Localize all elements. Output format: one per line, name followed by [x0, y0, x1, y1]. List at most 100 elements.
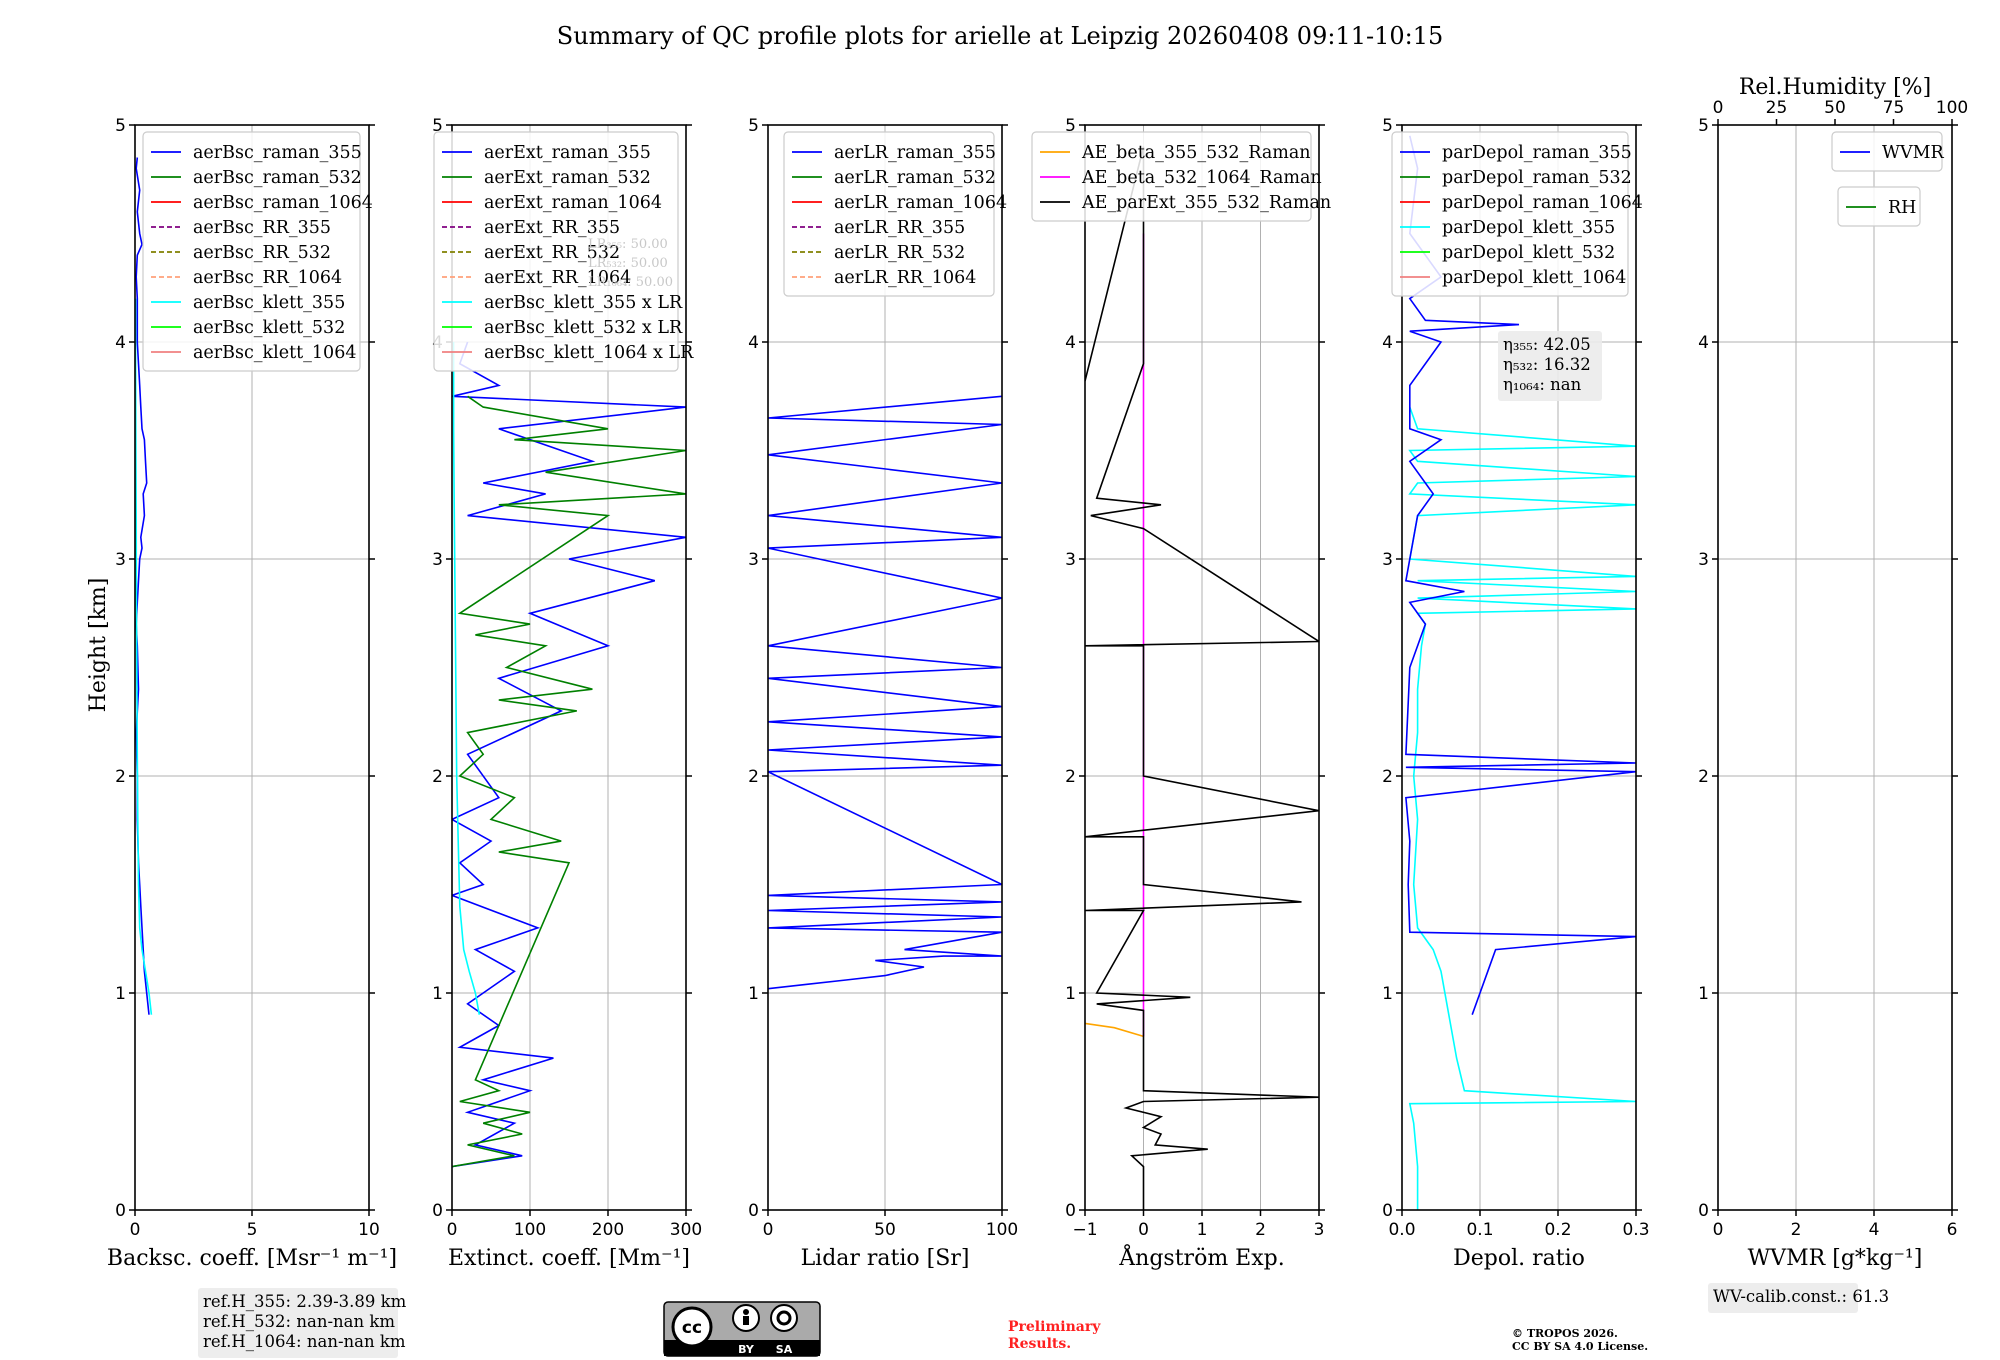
series-group [1404, 135, 1636, 1210]
legend-frame [1831, 131, 1943, 172]
legend-frame [1391, 131, 1629, 297]
legend-entry-aerBsc_RR_1064: aerBsc_RR_1064 [193, 268, 342, 288]
x-tick-label: 3 [1314, 1220, 1325, 1240]
grid-lines [1717, 124, 1953, 1211]
legend-frame [1031, 131, 1312, 222]
legend-entry-AE_beta_355_532_Raman: AE_beta_355_532_Raman [1081, 143, 1311, 163]
y-tick-label: 5 [748, 116, 759, 136]
x-tick-label: 2 [1791, 1220, 1802, 1240]
y-tick-label: 4 [1065, 333, 1076, 353]
legend-entry-aerBsc_raman_1064: aerBsc_raman_1064 [193, 193, 373, 213]
legend-entry-AE_parExt_355_532_Raman: AE_parExt_355_532_Raman [1081, 193, 1331, 213]
grid-lines [1084, 124, 1320, 1211]
x-tick-label: 0 [1138, 1220, 1149, 1240]
faint-lr-label: LR₃₅₅: 50.00 [588, 237, 668, 252]
legend-entry-parDepol_raman_1064: parDepol_raman_1064 [1442, 193, 1643, 213]
faint-lr-label: LR₅₃₂: 50.00 [588, 256, 668, 271]
x-tick-label: 0 [1713, 1220, 1724, 1240]
x-axis-label: Extinct. coeff. [Mm⁻¹] [448, 1246, 690, 1271]
series-group [768, 395, 1002, 990]
x-tick-label: 1 [1197, 1220, 1208, 1240]
legend: WVMR [1831, 131, 1945, 172]
person-icon-head [743, 1309, 749, 1315]
info-line: ref.H_355: 2.39-3.89 km [203, 1292, 407, 1311]
series-line-parDepol_klett_355 [1408, 406, 1636, 1210]
legend-entry-parDepol_raman_355: parDepol_raman_355 [1442, 143, 1632, 163]
shared-y-axis-label: Height [km] [86, 578, 111, 713]
legend: RH [1837, 186, 1921, 227]
x-tick-label: 4 [1869, 1220, 1880, 1240]
y-tick-label: 1 [748, 984, 759, 1004]
info-box-background [198, 1288, 398, 1358]
legend-frame [1837, 186, 1921, 227]
x-axis-label: Ångström Exp. [1118, 1243, 1284, 1271]
y-tick-label: 2 [1698, 767, 1709, 787]
series-line-aerLR_raman_355 [768, 395, 1002, 990]
y-tick-label: 5 [1698, 116, 1709, 136]
preliminary-note-line1: Preliminary [1008, 1319, 1101, 1335]
info-line: η₁₀₆₄: nan [1503, 375, 1582, 394]
legend-entry-parDepol_raman_532: parDepol_raman_532 [1442, 168, 1632, 188]
x-tick-label: 0 [763, 1220, 774, 1240]
info-line: η₃₅₅: 42.05 [1503, 335, 1591, 354]
x-tick-label: 100 [986, 1220, 1018, 1240]
legend-entry-aerExt_raman_1064: aerExt_raman_1064 [484, 193, 662, 213]
y-tick-label: 1 [1382, 984, 1393, 1004]
legend-entry-aerLR_raman_1064: aerLR_raman_1064 [834, 193, 1007, 213]
legend-entry-aerExt_raman_355: aerExt_raman_355 [484, 143, 651, 163]
legend-entry-WVMR: WVMR [1882, 143, 1945, 163]
y-tick-label: 3 [1382, 550, 1393, 570]
cc-license-badge[interactable]: cc BY SA [663, 1301, 821, 1357]
info-line: WV-calib.const.: 61.3 [1713, 1287, 1889, 1306]
series-group [1085, 146, 1319, 1210]
top-x-tick-label: 0 [1713, 98, 1724, 118]
figure-title: Summary of QC profile plots for arielle … [557, 22, 1443, 50]
y-tick-label: 0 [1698, 1201, 1709, 1221]
x-tick-label: −1 [1072, 1220, 1097, 1240]
legend-entry-aerExt_RR_532: aerExt_RR_532 [484, 243, 620, 263]
series-group [452, 341, 686, 1168]
legend: AE_beta_355_532_Raman AE_beta_532_1064_Ra… [1031, 131, 1331, 222]
legend-entry-aerExt_raman_532: aerExt_raman_532 [484, 168, 651, 188]
legend-frame [783, 131, 995, 297]
legend: aerLR_raman_355 aerLR_raman_532 aerLR_rama… [783, 131, 1007, 297]
x-tick-label: 0.2 [1544, 1220, 1571, 1240]
legend: aerExt_raman_355 aerExt_raman_532 aerExt_r… [433, 131, 694, 372]
legend-entry-parDepol_klett_355: parDepol_klett_355 [1442, 218, 1615, 238]
top-x-tick-label: 100 [1936, 98, 1968, 118]
legend-entry-aerLR_RR_1064: aerLR_RR_1064 [834, 268, 976, 288]
x-tick-label: 5 [247, 1220, 258, 1240]
panel-depol: 0 1 2 3 4 5 0.0 0.1 0.2 0.3 Depol. ratio parDepol_r… [1382, 116, 1649, 1271]
y-tick-label: 3 [432, 550, 443, 570]
y-tick-label: 2 [1382, 767, 1393, 787]
legend-entry-aerBsc_klett_1064: aerBsc_klett_1064 [193, 343, 356, 363]
top-x-tick-label: 50 [1824, 98, 1846, 118]
series-line-aerBsc_raman_355 [135, 157, 150, 1015]
y-tick-label: 4 [748, 333, 759, 353]
legend-entry-aerExt_RR_355: aerExt_RR_355 [484, 218, 620, 238]
legend: parDepol_raman_355 parDepol_raman_532 parD… [1391, 131, 1643, 297]
copyright-line2: CC BY SA 4.0 License. [1512, 1340, 1648, 1353]
x-tick-label: 0.0 [1388, 1220, 1415, 1240]
legend-entry-AE_beta_532_1064_Raman: AE_beta_532_1064_Raman [1081, 168, 1322, 188]
info-box-background [1708, 1283, 1858, 1313]
legend: aerBsc_raman_355 aerBsc_raman_532 aerBsc_r… [142, 131, 373, 372]
x-tick-label: 50 [874, 1220, 896, 1240]
y-tick-label: 2 [1065, 767, 1076, 787]
x-axis-label: Lidar ratio [Sr] [801, 1246, 970, 1271]
y-tick-label: 1 [432, 984, 443, 1004]
series-line-aerExt_raman_355 [452, 341, 686, 1168]
x-tick-label: 0 [130, 1220, 141, 1240]
info-box: WV-calib.const.: 61.3 [1708, 1283, 1889, 1313]
legend-frame [433, 131, 679, 372]
plot-frame [1717, 124, 1953, 1211]
y-tick-label: 1 [1698, 984, 1709, 1004]
y-tick-label: 4 [115, 333, 126, 353]
share-alike-icon [770, 1304, 798, 1332]
top-x-axis-label: Rel.Humidity [%] [1739, 75, 1931, 100]
